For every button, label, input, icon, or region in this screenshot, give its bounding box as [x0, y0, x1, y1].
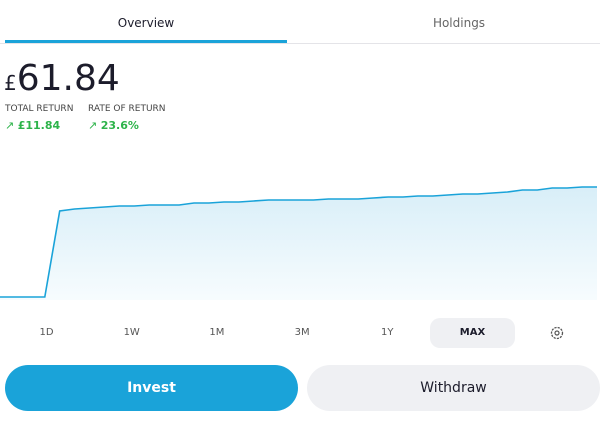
- invest-button[interactable]: Invest: [5, 365, 298, 411]
- stat-value: ↗ 23.6%: [88, 119, 139, 132]
- divider: [0, 43, 600, 44]
- tab-indicator: [5, 40, 287, 43]
- stat-text: £11.84: [17, 119, 61, 132]
- range-button[interactable]: 1M: [209, 327, 225, 338]
- tab[interactable]: Overview: [117, 16, 175, 30]
- line: [0, 186, 597, 298]
- range-button[interactable]: 1W: [123, 327, 140, 338]
- withdraw-button[interactable]: Withdraw: [307, 365, 600, 411]
- stat-label: RATE OF RETURN: [88, 104, 166, 114]
- range-button[interactable]: 1Y: [381, 327, 394, 338]
- chart: [0, 186, 597, 300]
- balance: £61.84: [4, 58, 120, 99]
- range-button[interactable]: MAX: [459, 327, 486, 338]
- currency: £: [4, 71, 17, 95]
- amount: 61.84: [16, 58, 120, 99]
- tab[interactable]: Holdings: [432, 16, 486, 30]
- range-button[interactable]: 1D: [39, 327, 54, 338]
- settings-icon[interactable]: [549, 325, 565, 341]
- stat-value: ↗ £11.84: [5, 119, 61, 132]
- range-selected: [430, 318, 515, 348]
- stat-label: TOTAL RETURN: [5, 104, 74, 114]
- stat-text: 23.6%: [100, 119, 139, 132]
- area: [0, 187, 597, 300]
- range-button[interactable]: 3M: [294, 327, 310, 338]
